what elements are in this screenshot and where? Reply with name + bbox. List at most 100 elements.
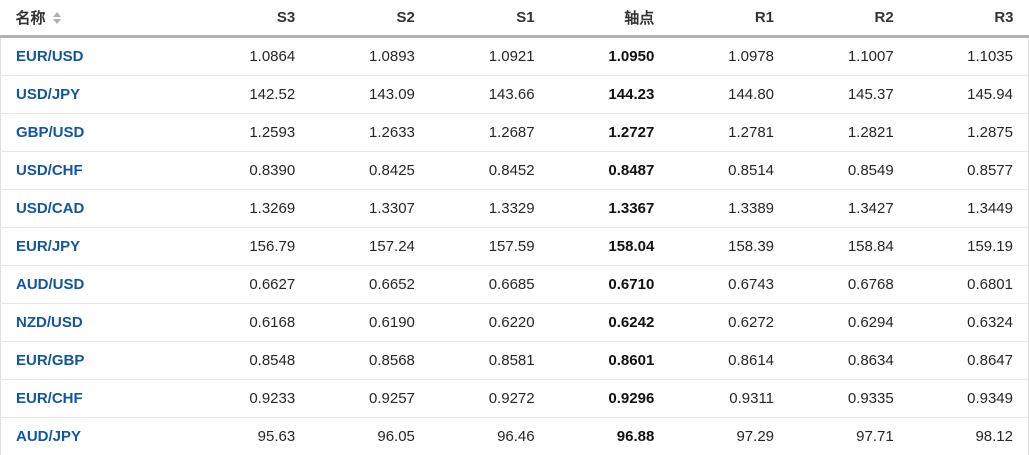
s1-value-cell: 0.8452 [430, 152, 550, 190]
r1-value-cell: 0.6272 [669, 304, 789, 342]
r1-value-cell: 1.2781 [669, 114, 789, 152]
s1-value-cell: 0.8581 [430, 342, 550, 380]
s2-value-cell: 0.8425 [310, 152, 430, 190]
r3-value-cell: 1.2875 [909, 114, 1029, 152]
pivot-value-cell: 0.8601 [550, 342, 670, 380]
s2-value-cell: 157.24 [310, 228, 430, 266]
r2-value-cell: 0.6294 [789, 304, 909, 342]
r2-value-cell: 97.71 [789, 418, 909, 455]
s3-value-cell: 0.8548 [191, 342, 311, 380]
s1-value-cell: 157.59 [430, 228, 550, 266]
r3-value-cell: 0.6801 [909, 266, 1029, 304]
pivot-value-cell: 1.2727 [550, 114, 670, 152]
s1-value-cell: 0.9272 [430, 380, 550, 418]
r2-value-cell: 0.6768 [789, 266, 909, 304]
r3-value-cell: 159.19 [909, 228, 1029, 266]
s2-value-cell: 0.9257 [310, 380, 430, 418]
pair-link[interactable]: NZD/USD [16, 314, 83, 331]
pivot-value-cell: 1.3367 [550, 190, 670, 228]
column-header-label: R1 [755, 9, 774, 26]
r1-value-cell: 1.0978 [669, 37, 789, 76]
r3-value-cell: 1.3449 [909, 190, 1029, 228]
r1-value-cell: 97.29 [669, 418, 789, 455]
s1-value-cell: 143.66 [430, 76, 550, 114]
pivot-value-cell: 0.6242 [550, 304, 670, 342]
pair-name-cell: EUR/JPY [1, 228, 191, 266]
pair-name-cell: USD/CHF [1, 152, 191, 190]
s3-value-cell: 1.2593 [191, 114, 311, 152]
r3-value-cell: 0.8577 [909, 152, 1029, 190]
column-header-s2: S2 [310, 0, 430, 37]
pair-link[interactable]: USD/CAD [16, 200, 84, 217]
column-header-label: R3 [994, 9, 1013, 26]
r2-value-cell: 158.84 [789, 228, 909, 266]
s2-value-cell: 143.09 [310, 76, 430, 114]
column-header-label: S3 [277, 9, 295, 26]
s1-value-cell: 1.0921 [430, 37, 550, 76]
pair-name-cell: EUR/GBP [1, 342, 191, 380]
r1-value-cell: 158.39 [669, 228, 789, 266]
column-header-pivot: 轴点 [550, 0, 670, 37]
header-row: 名称 S3 S2 S1 轴点 R1 R2 R3 [1, 0, 1029, 37]
r3-value-cell: 0.6324 [909, 304, 1029, 342]
r1-value-cell: 0.8514 [669, 152, 789, 190]
r1-value-cell: 1.3389 [669, 190, 789, 228]
s3-value-cell: 95.63 [191, 418, 311, 455]
r3-value-cell: 0.9349 [909, 380, 1029, 418]
column-header-s1: S1 [430, 0, 550, 37]
r2-value-cell: 0.8634 [789, 342, 909, 380]
s1-value-cell: 1.2687 [430, 114, 550, 152]
r1-value-cell: 0.9311 [669, 380, 789, 418]
pair-link[interactable]: AUD/JPY [16, 428, 81, 445]
r2-value-cell: 145.37 [789, 76, 909, 114]
s2-value-cell: 0.6652 [310, 266, 430, 304]
s3-value-cell: 156.79 [191, 228, 311, 266]
pair-link[interactable]: USD/CHF [16, 162, 83, 179]
pair-link[interactable]: EUR/CHF [16, 390, 83, 407]
pair-link[interactable]: AUD/USD [16, 276, 84, 293]
pair-name-cell: AUD/USD [1, 266, 191, 304]
s2-value-cell: 1.0893 [310, 37, 430, 76]
s1-value-cell: 0.6220 [430, 304, 550, 342]
r1-value-cell: 144.80 [669, 76, 789, 114]
s2-value-cell: 1.3307 [310, 190, 430, 228]
pivot-value-cell: 144.23 [550, 76, 670, 114]
s3-value-cell: 0.8390 [191, 152, 311, 190]
sort-arrows-icon [53, 12, 61, 24]
pair-link[interactable]: EUR/GBP [16, 352, 84, 369]
column-header-label: S2 [397, 9, 415, 26]
pair-link[interactable]: EUR/USD [16, 48, 84, 65]
pair-name-cell: EUR/CHF [1, 380, 191, 418]
table-header: 名称 S3 S2 S1 轴点 R1 R2 R3 [1, 0, 1029, 37]
r1-value-cell: 0.8614 [669, 342, 789, 380]
r3-value-cell: 145.94 [909, 76, 1029, 114]
s3-value-cell: 0.9233 [191, 380, 311, 418]
column-header-name[interactable]: 名称 [1, 0, 191, 37]
column-header-label: 名称 [16, 10, 46, 27]
column-header-label: R2 [875, 9, 894, 26]
pair-link[interactable]: EUR/JPY [16, 238, 80, 255]
r2-value-cell: 1.1007 [789, 37, 909, 76]
r2-value-cell: 0.9335 [789, 380, 909, 418]
r2-value-cell: 0.8549 [789, 152, 909, 190]
s2-value-cell: 0.6190 [310, 304, 430, 342]
r2-value-cell: 1.2821 [789, 114, 909, 152]
column-header-label: S1 [516, 9, 534, 26]
pair-link[interactable]: USD/JPY [16, 86, 80, 103]
pair-link[interactable]: GBP/USD [16, 124, 84, 141]
s1-value-cell: 0.6685 [430, 266, 550, 304]
pivot-value-cell: 1.0950 [550, 37, 670, 76]
s3-value-cell: 142.52 [191, 76, 311, 114]
r2-value-cell: 1.3427 [789, 190, 909, 228]
